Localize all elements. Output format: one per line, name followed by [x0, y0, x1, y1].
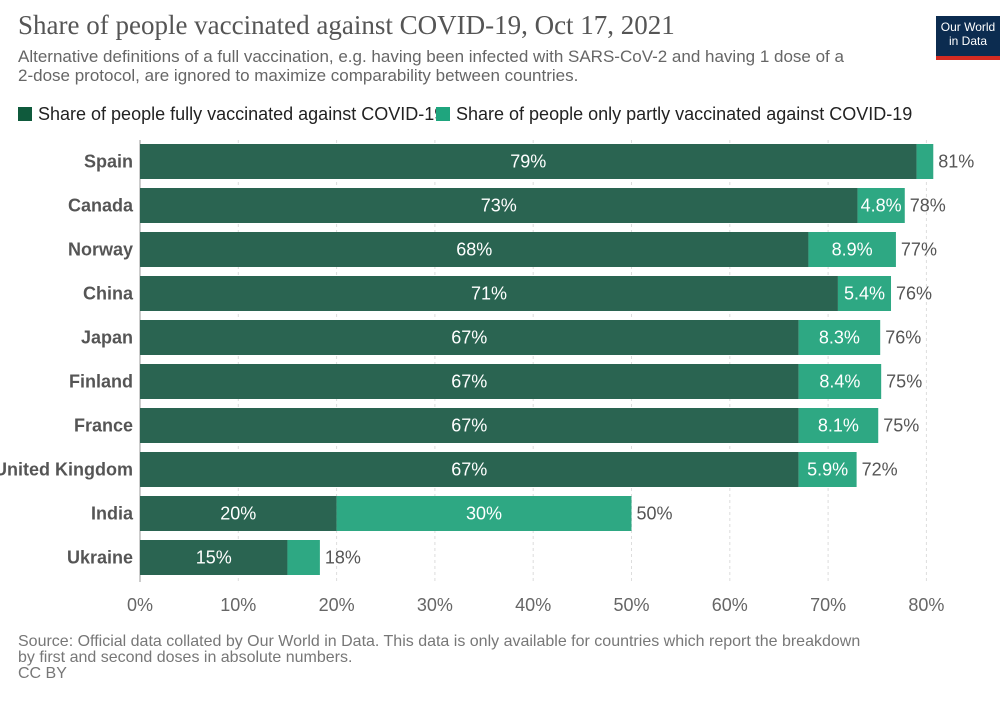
total-label: 76% — [896, 284, 932, 304]
x-tick-label: 80% — [908, 595, 944, 615]
bar-fully[interactable] — [140, 540, 288, 575]
x-tick-label: 0% — [127, 595, 153, 615]
bar-fully[interactable] — [140, 364, 799, 399]
legend: Share of people fully vaccinated against… — [18, 104, 912, 125]
bar-value-label: 68% — [456, 240, 492, 260]
bar-value-label: 5.9% — [807, 460, 848, 480]
x-tick-label: 40% — [515, 595, 551, 615]
bar-value-label: 8.3% — [819, 328, 860, 348]
bar-partly[interactable] — [798, 408, 879, 443]
bar-fully[interactable] — [140, 320, 799, 355]
bar-value-label: 5.4% — [844, 284, 885, 304]
category-label: Finland — [69, 372, 133, 392]
bar-partly[interactable] — [336, 496, 632, 531]
category-label: Japan — [81, 328, 133, 348]
legend-item-fully[interactable]: Share of people fully vaccinated against… — [18, 104, 444, 124]
category-label: France — [74, 416, 133, 436]
x-tick-label: 30% — [417, 595, 453, 615]
total-label: 72% — [862, 460, 898, 480]
bar-fully[interactable] — [140, 144, 917, 179]
bar-partly[interactable] — [798, 452, 857, 487]
legend-label: Share of people fully vaccinated against… — [38, 104, 445, 124]
bar-partly[interactable] — [798, 364, 882, 399]
total-label: 50% — [637, 504, 673, 524]
total-label: 77% — [901, 240, 937, 260]
owid-logo[interactable]: Our World in Data — [936, 16, 1000, 60]
total-label: 75% — [886, 372, 922, 392]
source-note: Source: Official data collated by Our Wo… — [18, 633, 861, 666]
bar-partly[interactable] — [798, 320, 881, 355]
chart-footer: Source: Official data collated by Our Wo… — [18, 634, 860, 682]
bar-value-label: 8.9% — [832, 240, 873, 260]
total-label: 78% — [910, 196, 946, 216]
bar-value-label: 67% — [451, 416, 487, 436]
bar-value-label: 67% — [451, 372, 487, 392]
license: CC BY — [18, 665, 67, 682]
bar-fully[interactable] — [140, 452, 799, 487]
bar-fully[interactable] — [140, 232, 809, 267]
bar-value-label: 30% — [466, 504, 502, 524]
bar-fully[interactable] — [140, 276, 838, 311]
total-label: 75% — [883, 416, 919, 436]
chart-subtitle: Alternative definitions of a full vaccin… — [18, 47, 844, 85]
bar-fully[interactable] — [140, 188, 858, 223]
bar-fully[interactable] — [140, 408, 799, 443]
total-label: 76% — [885, 328, 921, 348]
category-label: Spain — [84, 152, 133, 172]
bar-value-label: 79% — [510, 152, 546, 172]
legend-swatch-fully — [18, 107, 32, 121]
legend-label: Share of people only partly vaccinated a… — [456, 104, 913, 124]
category-label: Ukraine — [67, 548, 133, 568]
bar-value-label: 73% — [481, 196, 517, 216]
category-label: United Kingdom — [0, 460, 133, 480]
bar-value-label: 71% — [471, 284, 507, 304]
bar-value-label: 67% — [451, 328, 487, 348]
bar-fully[interactable] — [140, 496, 337, 531]
chart-title: Share of people vaccinated against COVID… — [18, 10, 675, 40]
legend-swatch-partly — [436, 107, 450, 121]
category-label: Norway — [68, 240, 133, 260]
legend-item-partly[interactable]: Share of people only partly vaccinated a… — [436, 104, 912, 125]
x-tick-label: 20% — [319, 595, 355, 615]
bar-value-label: 8.4% — [819, 372, 860, 392]
x-tick-label: 10% — [220, 595, 256, 615]
category-label: Canada — [68, 196, 134, 216]
bar-value-label: 8.1% — [818, 416, 859, 436]
x-tick-label: 60% — [712, 595, 748, 615]
category-label: India — [91, 504, 134, 524]
x-tick-label: 50% — [613, 595, 649, 615]
bar-partly[interactable] — [916, 144, 934, 179]
bar-value-label: 15% — [196, 548, 232, 568]
bar-value-label: 4.8% — [861, 196, 902, 216]
category-label: China — [83, 284, 134, 304]
bar-partly[interactable] — [857, 188, 905, 223]
bar-partly[interactable] — [837, 276, 892, 311]
bar-value-label: 20% — [220, 504, 256, 524]
total-label: 18% — [325, 548, 361, 568]
bar-value-label: 67% — [451, 460, 487, 480]
bar-partly[interactable] — [287, 540, 320, 575]
bar-partly[interactable] — [808, 232, 896, 267]
x-tick-label: 70% — [810, 595, 846, 615]
total-label: 81% — [938, 152, 974, 172]
